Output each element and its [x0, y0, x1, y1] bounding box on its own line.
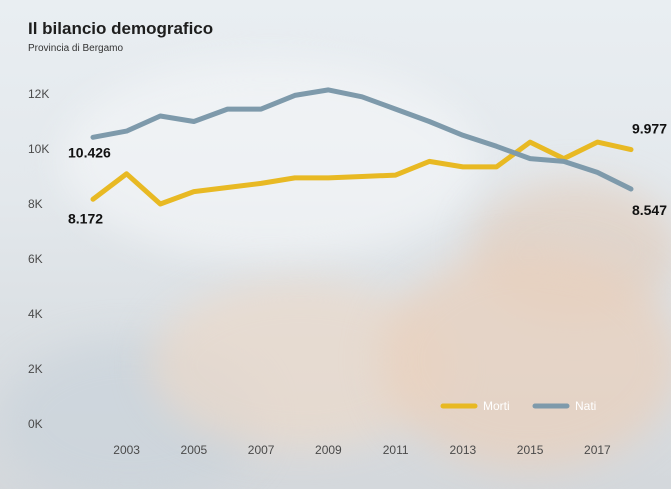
y-tick-label: 12K — [28, 87, 49, 101]
background-photo-face — [380, 250, 671, 470]
x-tick-label: 2015 — [517, 443, 544, 457]
data-label-morti-end: 9.977 — [632, 121, 667, 137]
x-tick-label: 2013 — [450, 443, 477, 457]
y-tick-label: 2K — [28, 362, 43, 376]
legend-label-morti: Morti — [483, 399, 510, 413]
x-tick-label: 2007 — [248, 443, 275, 457]
x-tick-label: 2003 — [113, 443, 140, 457]
y-tick-label: 4K — [28, 307, 43, 321]
y-tick-label: 10K — [28, 142, 49, 156]
x-tick-label: 2009 — [315, 443, 342, 457]
x-tick-label: 2011 — [383, 443, 409, 457]
series-line-morti — [90, 139, 634, 207]
x-axis: 2003 2005 2007 2009 2011 2013 2015 2017 — [113, 443, 611, 457]
y-tick-label: 8K — [28, 197, 43, 211]
legend: Morti Nati — [440, 399, 596, 413]
chart-subtitle: Provincia di Bergamo — [28, 43, 124, 54]
data-label-morti-start: 8.172 — [68, 210, 103, 226]
series-line-nati — [90, 87, 634, 192]
data-label-nati-end: 8.547 — [632, 202, 667, 218]
y-tick-label: 0K — [28, 417, 43, 431]
series-lines — [90, 87, 634, 207]
data-label-nati-start: 10.426 — [68, 144, 111, 160]
x-tick-label: 2005 — [181, 443, 208, 457]
x-tick-label: 2017 — [584, 443, 611, 457]
y-tick-label: 6K — [28, 252, 43, 266]
data-labels: 10.426 8.172 9.977 8.547 — [68, 121, 667, 227]
legend-label-nati: Nati — [575, 399, 596, 413]
background-photo-highlight — [60, 60, 480, 260]
y-axis: 0K 2K 4K 6K 8K 10K 12K — [28, 87, 49, 431]
chart-title: Il bilancio demografico — [28, 19, 214, 38]
